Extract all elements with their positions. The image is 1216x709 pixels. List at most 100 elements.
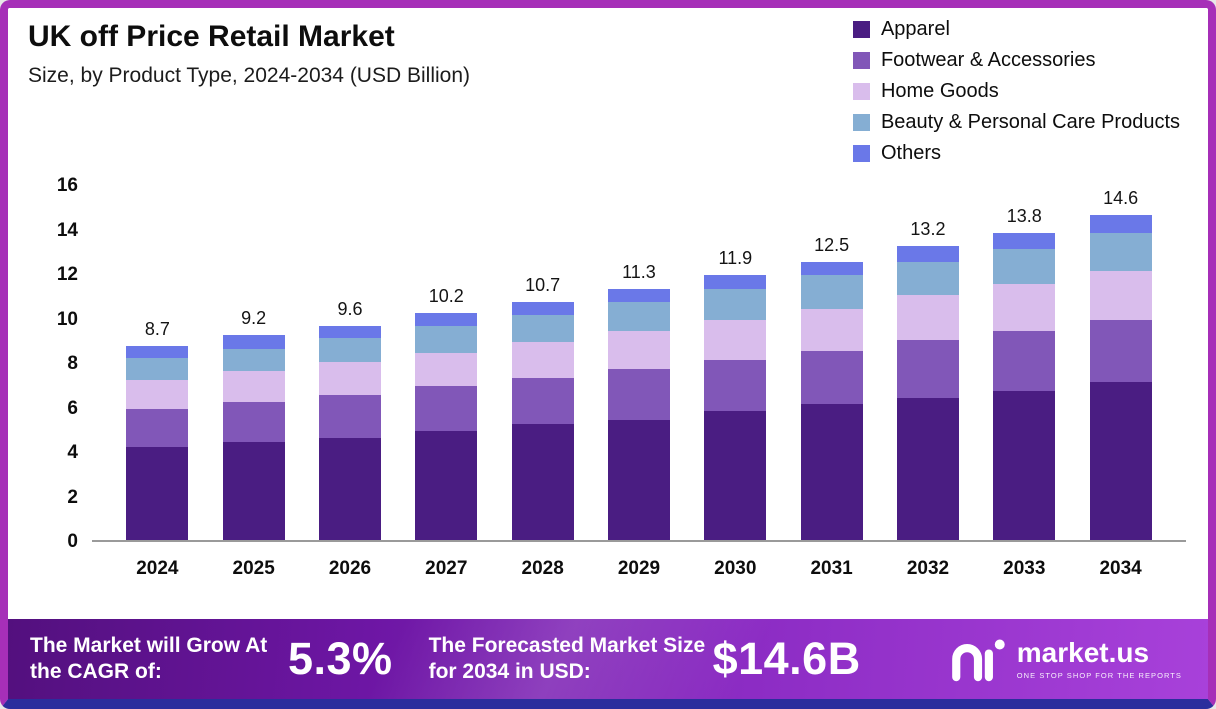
bar-segment [318, 337, 381, 363]
bar-segment [318, 326, 381, 338]
bar-stack [607, 288, 670, 540]
bar-segment [800, 275, 863, 309]
bar-segment [222, 348, 285, 371]
bar-segment [896, 246, 959, 262]
bar-column: 11.9 [704, 186, 767, 540]
y-tick-label: 4 [67, 442, 78, 463]
y-tick-label: 12 [56, 264, 78, 285]
bar-total-label: 10.2 [428, 286, 464, 307]
x-axis-label: 2030 [714, 558, 757, 579]
bar-segment [993, 390, 1056, 540]
forecast-value: $14.6B [712, 633, 861, 684]
bar-segment [1089, 270, 1152, 320]
legend-label: Footwear & Accessories [880, 49, 1096, 71]
marketus-logo: market.us ONE STOP SHOP FOR THE REPORTS [949, 636, 1182, 682]
bar-segment [1089, 232, 1152, 271]
x-axis-label: 2034 [1099, 558, 1142, 579]
bar-segment [222, 402, 285, 443]
bar-segment [800, 350, 863, 405]
bar-segment [607, 419, 670, 540]
bar-segment [704, 275, 767, 289]
x-axis: 2024 2025 2026 2027 2028 2029 2030 2031 2032 2033… [92, 558, 1186, 580]
bar-column: 13.2 [896, 186, 959, 540]
y-axis: 0 2 4 6 8 10 12 14 16 [30, 175, 78, 552]
bar-stack [222, 335, 285, 540]
bar-column: 8.7 [126, 186, 189, 540]
x-axis-label: 2026 [328, 558, 372, 579]
bar-total-label: 11.9 [718, 248, 753, 269]
bar-segment [704, 319, 767, 360]
marketus-logo-icon [951, 639, 1005, 682]
bar-total-label: 13.2 [910, 219, 946, 240]
x-axis-label: 2027 [425, 558, 468, 579]
bar-column: 10.7 [511, 186, 574, 540]
bar-segment [607, 330, 670, 369]
bar-segment [896, 295, 959, 340]
legend-swatch [852, 114, 870, 131]
bar-column: 10.2 [415, 186, 478, 540]
y-tick-label: 6 [67, 397, 78, 419]
x-axis-label: 2032 [906, 558, 950, 579]
x-axis-label: 2025 [232, 558, 275, 579]
legend-item: Beauty & Personal Care Products [852, 111, 1180, 134]
bar-total-label: 13.8 [1006, 206, 1042, 226]
bar-segment [126, 346, 189, 358]
bar-segment [318, 395, 381, 438]
bar-column: 12.5 [800, 186, 863, 540]
bar-segment [800, 308, 863, 351]
legend-item: Footwear & Accessories [852, 49, 1180, 72]
chart-legend: Apparel Footwear & Accessories Home Goods B… [852, 18, 1180, 165]
bar-total-label: 9.6 [337, 299, 363, 320]
y-tick-label: 14 [56, 219, 78, 241]
bar-segment [126, 379, 189, 409]
bar-stack [704, 275, 767, 540]
stats-banner: The Market will Grow At the CAGR of: 5.3… [8, 619, 1208, 699]
bar-column: 9.2 [222, 186, 285, 540]
bar-segment [993, 284, 1056, 331]
bar-stack [415, 313, 478, 540]
legend-swatch [852, 21, 870, 38]
chart-section: UK off Price Retail Market Size, by Prod… [8, 8, 1208, 619]
bar-segment [222, 370, 285, 403]
bar-total-label: 9.2 [241, 308, 267, 329]
bar-stack [318, 326, 381, 540]
bar-segment [415, 386, 478, 431]
bar-column: 13.8 [993, 186, 1056, 540]
bar-segment [896, 261, 959, 296]
bar-stack [126, 346, 189, 540]
bar-segment [1089, 215, 1152, 233]
cagr-value: 5.3% [288, 633, 393, 684]
legend-label: Beauty & Personal Care Products [880, 111, 1180, 133]
legend-label: Apparel [880, 18, 950, 40]
x-axis-label: 2031 [810, 558, 853, 579]
page-title: UK off Price Retail Market [28, 20, 395, 53]
bar-segment [704, 359, 767, 411]
bar-stack [896, 246, 959, 540]
y-tick-label: 2 [67, 486, 78, 508]
bar-segment [607, 368, 670, 420]
legend-label: Home Goods [880, 80, 999, 102]
legend-item: Home Goods [852, 80, 1180, 103]
bar-segment [1089, 382, 1152, 540]
bar-segment [318, 362, 381, 396]
logo-name: market.us [1016, 636, 1150, 668]
bar-segment [318, 437, 381, 540]
bar-segment [993, 233, 1056, 249]
bar-segment [993, 248, 1056, 285]
bar-column: 11.3 [607, 186, 670, 540]
bar-segment [415, 353, 478, 387]
x-axis-label: 2033 [1003, 558, 1046, 579]
page-subtitle: Size, by Product Type, 2024-2034 (USD Bi… [28, 64, 471, 87]
legend-item: Apparel [852, 18, 1180, 41]
bar-segment [800, 261, 863, 276]
bar-column: 14.6 [1089, 186, 1152, 540]
bar-segment [704, 288, 767, 320]
bar-segment [1089, 319, 1152, 383]
bar-segment [704, 410, 767, 540]
y-tick-label: 10 [56, 308, 78, 330]
bar-total-label: 11.3 [622, 261, 656, 282]
y-tick-label: 8 [67, 353, 78, 374]
bar-segment [222, 335, 285, 349]
bar-segment [896, 339, 959, 398]
